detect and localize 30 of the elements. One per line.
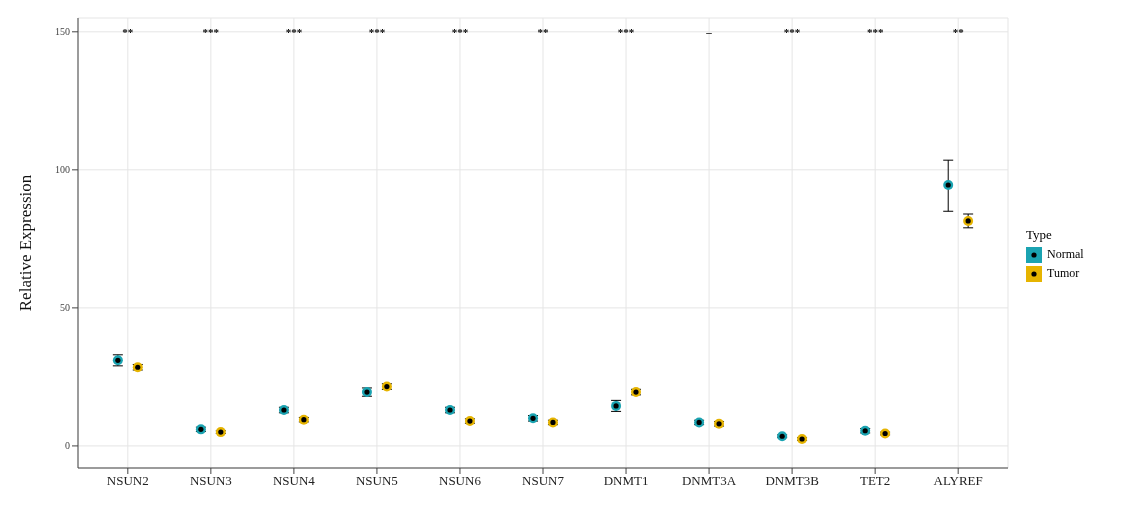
legend-label: Normal xyxy=(1047,247,1084,262)
annotation: ** xyxy=(952,25,965,38)
annotation: ** xyxy=(537,25,549,38)
y-tick-label: 100 xyxy=(55,164,70,176)
x-tick-label: DNMT3A xyxy=(681,473,737,489)
annotation: – xyxy=(705,25,713,38)
y-tick-label: 0 xyxy=(65,440,70,452)
x-tick-label: NSUN7 xyxy=(522,473,565,489)
x-tick-label: DNMT1 xyxy=(603,473,649,489)
x-tick-label: NSUN2 xyxy=(106,473,149,489)
x-tick-label: ALYREF xyxy=(933,473,983,489)
x-tick-label: NSUN3 xyxy=(189,473,232,489)
x-tick-label: TET2 xyxy=(859,473,891,489)
y-tick-label: 50 xyxy=(60,302,70,314)
y-axis-title: Relative Expression xyxy=(16,174,36,312)
annotation: ** xyxy=(122,25,134,38)
annotation: *** xyxy=(617,25,635,38)
x-tick-label: NSUN6 xyxy=(439,473,482,489)
annotation: *** xyxy=(368,25,386,38)
legend-title: Type xyxy=(1026,226,1053,243)
annotation: *** xyxy=(202,25,220,38)
annotation: *** xyxy=(783,25,801,38)
x-tick-label: DNMT3B xyxy=(765,473,820,489)
x-tick-label: NSUN5 xyxy=(355,473,398,489)
annotation: *** xyxy=(451,25,469,38)
annotation: *** xyxy=(285,25,303,38)
legend-label: Tumor xyxy=(1047,266,1080,281)
x-tick-label: NSUN4 xyxy=(272,473,316,489)
annotation: *** xyxy=(866,25,884,38)
y-tick-label: 150 xyxy=(55,26,70,38)
